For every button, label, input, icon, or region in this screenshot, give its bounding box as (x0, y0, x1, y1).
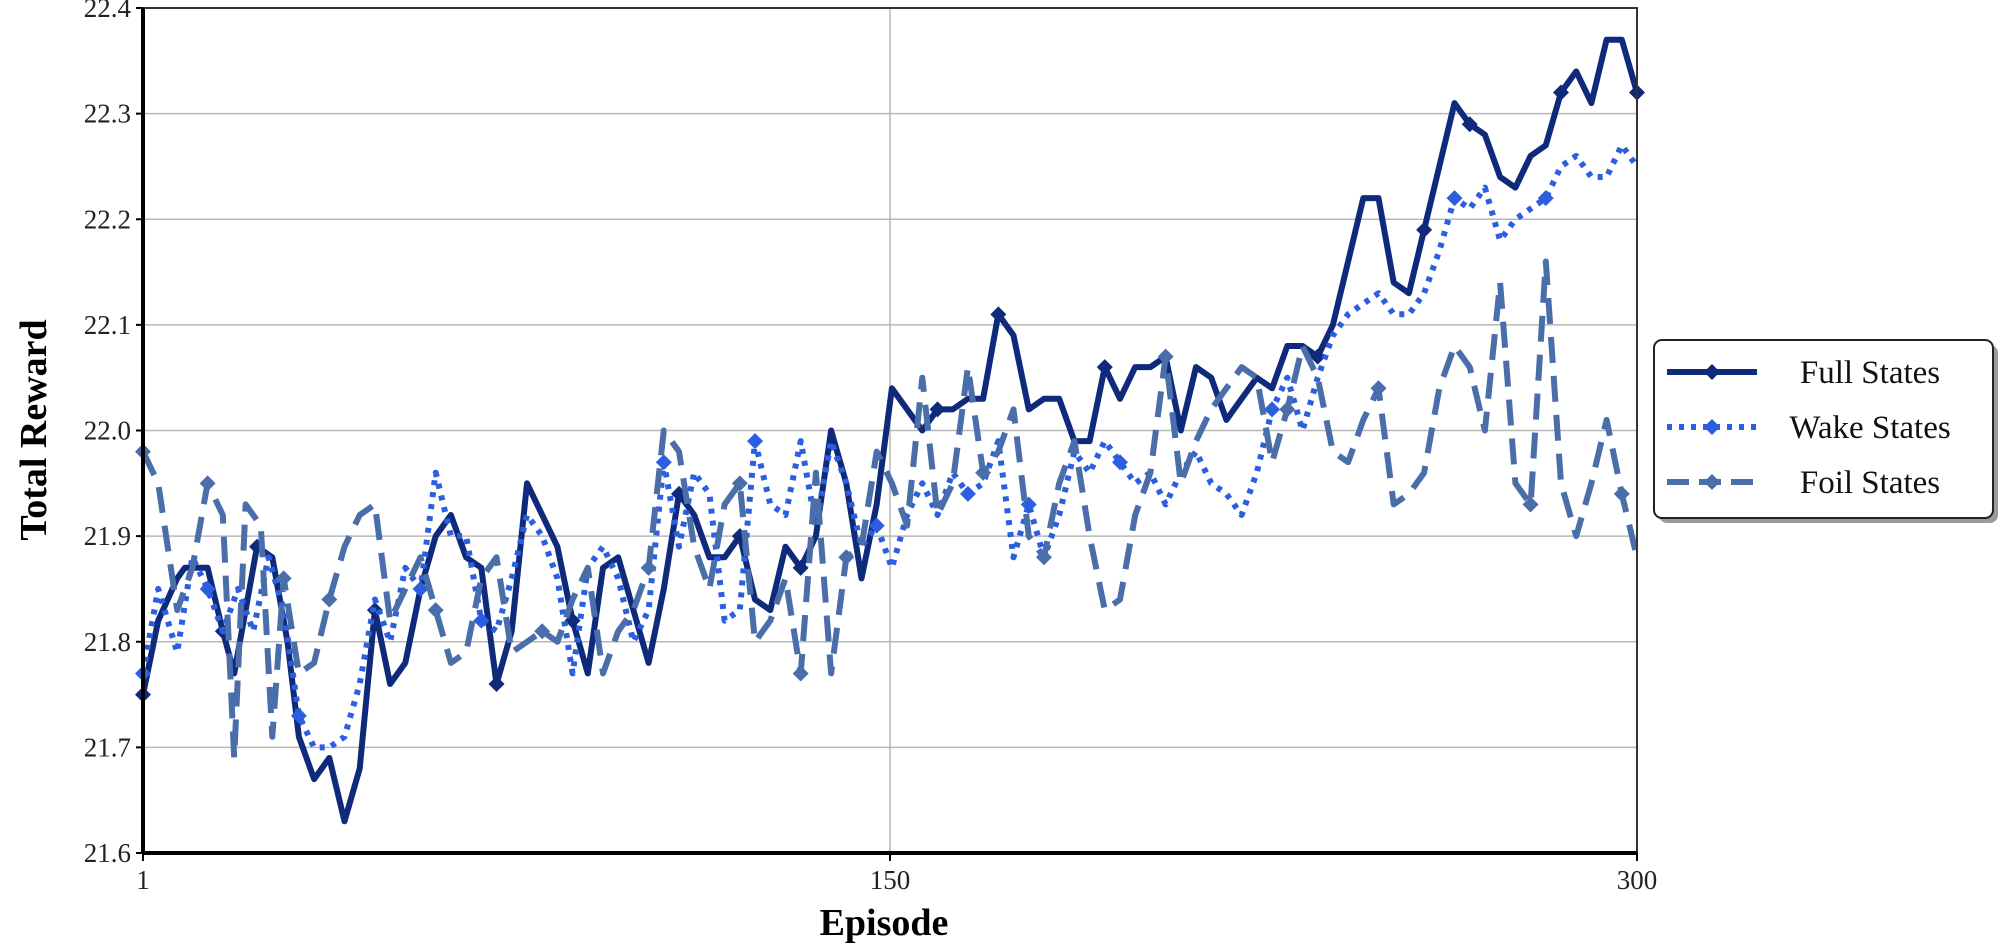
data-point-marker (1416, 221, 1433, 238)
data-point-marker (731, 475, 748, 492)
data-point-marker (1446, 190, 1463, 207)
x-tick-label: 150 (870, 865, 911, 895)
legend-marker (1704, 364, 1720, 380)
data-point-marker (792, 665, 809, 682)
data-point-marker (427, 602, 444, 619)
y-axis-title: Total Reward (13, 319, 55, 540)
series-foil-states (135, 258, 1640, 761)
data-point-marker (534, 623, 551, 640)
data-point-marker (1370, 380, 1387, 397)
x-tick-labels: 1 150 300 (136, 853, 1657, 895)
y-tick-label: 21.6 (84, 838, 131, 868)
data-point-marker (1552, 84, 1569, 101)
data-point-marker (1522, 496, 1539, 513)
data-point-marker (792, 559, 809, 576)
x-tick-label: 300 (1617, 865, 1658, 895)
y-tick-label: 21.7 (84, 732, 131, 762)
y-tick-label: 22.4 (84, 0, 132, 23)
legend-label: Wake States (1789, 410, 1950, 446)
y-tick-label: 21.8 (84, 627, 131, 657)
series-layer (135, 36, 1645, 825)
series-line (140, 258, 1640, 761)
data-point-marker (473, 612, 490, 629)
data-point-marker (1461, 116, 1478, 133)
y-tick-label: 22.1 (84, 310, 131, 340)
legend-entry: Full States (1667, 355, 1940, 391)
y-tick-label: 22.3 (84, 99, 131, 129)
legend-label: Foil States (1800, 465, 1940, 501)
data-point-marker (1111, 454, 1128, 471)
x-tick-label: 1 (136, 865, 150, 895)
data-point-marker (412, 580, 429, 597)
data-point-marker (975, 464, 992, 481)
data-point-marker (199, 475, 216, 492)
data-point-marker (321, 591, 338, 608)
data-point-marker (838, 549, 855, 566)
data-point-marker (1613, 485, 1630, 502)
y-tick-label: 22.0 (84, 416, 131, 446)
data-point-marker (1096, 359, 1113, 376)
legend-box (1653, 339, 1994, 519)
data-point-marker (655, 454, 672, 471)
data-point-marker (868, 517, 885, 534)
legend-entry: Foil States (1667, 465, 1940, 501)
data-point-marker (1309, 348, 1326, 365)
x-axis-title: Episode (820, 902, 949, 944)
data-point-marker (488, 676, 505, 692)
series-wake-states (135, 142, 1640, 751)
legend: Full States Wake States Foil States (1653, 339, 1998, 523)
data-point-marker (290, 707, 307, 724)
data-point-marker (959, 485, 976, 502)
data-point-marker (199, 580, 216, 597)
series-line (140, 36, 1640, 825)
data-point-marker (929, 401, 946, 418)
data-point-marker (990, 306, 1007, 323)
data-point-marker (1264, 401, 1281, 418)
data-point-marker (640, 559, 657, 576)
data-point-marker (275, 570, 292, 587)
y-tick-labels: 21.6 21.7 21.8 21.9 22.0 22.1 22.2 22.3 22.4 (84, 0, 143, 868)
legend-marker (1704, 419, 1720, 435)
data-point-marker (1157, 348, 1174, 365)
legend-label: Full States (1800, 355, 1940, 391)
data-point-marker (1537, 190, 1554, 207)
legend-marker (1704, 474, 1720, 490)
grid-lines (143, 7, 1637, 854)
data-point-marker (1035, 549, 1052, 566)
data-point-marker (1279, 401, 1296, 418)
y-tick-label: 21.9 (84, 521, 131, 551)
data-point-marker (747, 433, 764, 450)
y-tick-label: 22.2 (84, 204, 131, 234)
legend-entry: Wake States (1667, 410, 1951, 446)
